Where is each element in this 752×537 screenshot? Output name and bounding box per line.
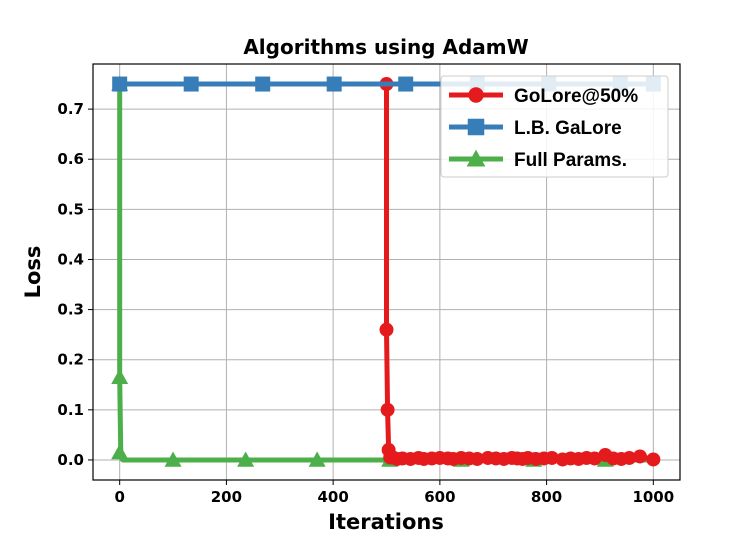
legend-marker-golore-50 (468, 87, 484, 103)
x-tick-label: 400 (317, 488, 348, 506)
y-tick-label: 0.1 (57, 401, 84, 419)
legend-label-l-b-galore: L.B. GaLore (514, 118, 622, 139)
y-tick-label: 0.5 (57, 200, 84, 218)
legend-marker-full-params (466, 149, 486, 167)
x-tick-label: 200 (211, 488, 242, 506)
data-point-full-params (237, 451, 255, 467)
x-tick-label: 1000 (632, 488, 674, 506)
data-point-l-b-galore (112, 76, 128, 92)
x-tick-label: 600 (424, 488, 455, 506)
data-point-full-params (308, 451, 326, 467)
data-point-full-params (111, 443, 129, 460)
data-point-l-b-galore (183, 76, 199, 92)
legend-label-golore-50: GoLore@50% (514, 86, 638, 107)
legend: GoLore@50% L.B. GaLore Full Params. (440, 75, 669, 178)
y-tick-label: 0.0 (57, 451, 84, 469)
y-axis-label: Loss (21, 246, 45, 299)
data-point-golore-50 (380, 402, 395, 417)
data-point-l-b-galore (255, 76, 271, 92)
axes-frame (92, 63, 681, 481)
data-point-l-b-galore (398, 76, 414, 92)
data-point-golore-50 (632, 449, 647, 464)
y-tick-label: 0.4 (57, 250, 84, 268)
data-point-golore-50 (379, 322, 394, 337)
y-tick-label: 0.6 (57, 150, 84, 168)
y-tick-label: 0.3 (57, 301, 84, 319)
x-axis-label: Iterations (328, 510, 444, 534)
data-point-golore-50 (544, 450, 559, 465)
data-point-golore-50 (622, 450, 637, 465)
x-tick-label: 0 (114, 488, 124, 506)
x-tick-label: 800 (531, 488, 562, 506)
data-point-golore-50 (470, 451, 485, 466)
plot-area: 0 200 400 600 800 1000 0.0 0.1 0.2 0.3 0.4 0.5 0.6 0.… (57, 63, 681, 506)
data-point-full-params (164, 451, 182, 467)
y-tick-label: 0.7 (57, 100, 84, 118)
chart-title: Algorithms using AdamW (243, 35, 528, 59)
data-point-full-params (111, 368, 129, 385)
data-point-golore-50 (587, 451, 602, 466)
legend-label-full-params: Full Params. (514, 150, 627, 171)
data-point-golore-50 (646, 452, 661, 467)
y-tick-label: 0.2 (57, 351, 84, 369)
legend-box (440, 75, 669, 178)
legend-marker-l-b-galore (467, 118, 485, 136)
data-point-l-b-galore (326, 76, 342, 92)
